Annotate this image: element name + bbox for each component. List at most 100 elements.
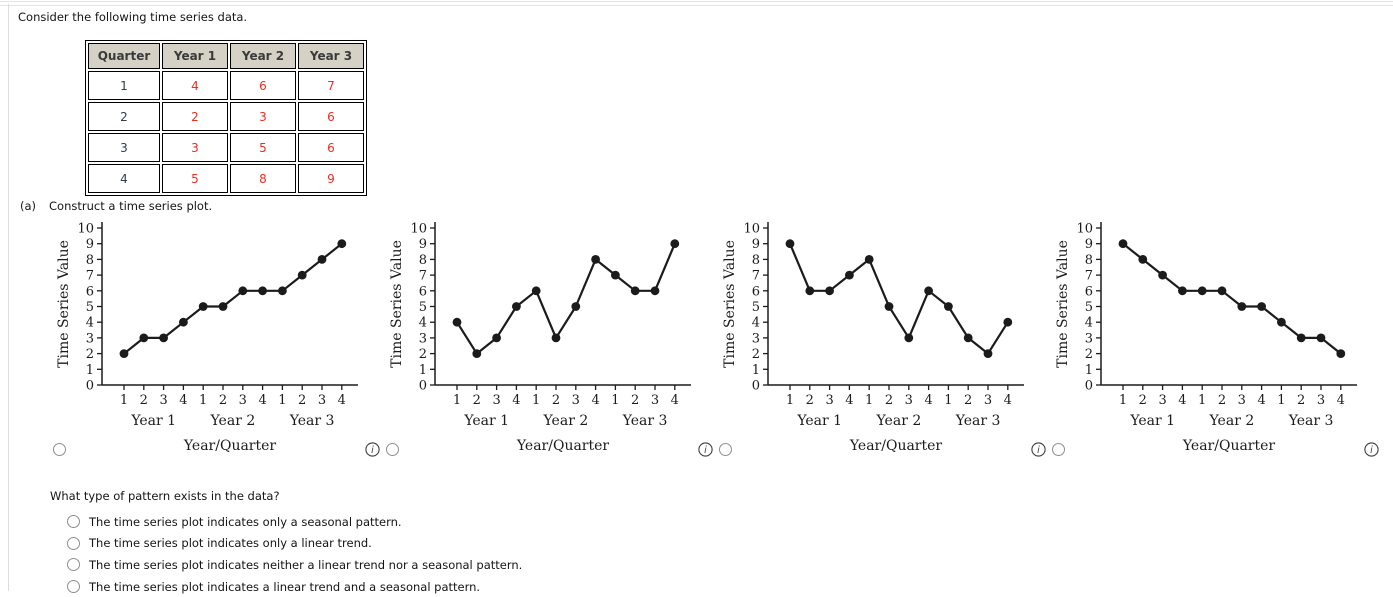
table-header-cell: Year 1 [162, 43, 228, 69]
x-axis-title: Year/Quarter [849, 438, 943, 454]
svg-text:2: 2 [86, 347, 94, 362]
svg-text:3: 3 [984, 393, 992, 408]
svg-text:1: 1 [1277, 393, 1285, 408]
svg-text:7: 7 [419, 269, 427, 284]
svg-text:2: 2 [631, 393, 639, 408]
svg-text:5: 5 [86, 300, 94, 315]
svg-text:1: 1 [419, 363, 427, 378]
svg-text:1: 1 [611, 393, 619, 408]
pattern-option-1: The time series plot indicates only a se… [67, 511, 522, 533]
pattern-option-radio-4[interactable] [67, 580, 80, 594]
svg-text:3: 3 [905, 393, 913, 408]
svg-text:4: 4 [1337, 393, 1345, 408]
quarter-cell: 3 [88, 133, 160, 162]
svg-text:Time Series Value: Time Series Value [722, 240, 738, 368]
svg-text:9: 9 [1085, 237, 1093, 252]
svg-text:2: 2 [1218, 393, 1226, 408]
svg-text:2: 2 [473, 393, 481, 408]
value-cell: 6 [230, 71, 296, 100]
svg-text:8: 8 [752, 253, 760, 268]
table-header-cell: Year 3 [298, 43, 364, 69]
svg-text:1: 1 [1198, 393, 1206, 408]
info-icon[interactable]: i [1031, 442, 1046, 457]
svg-text:2: 2 [885, 393, 893, 408]
svg-text:Year 3: Year 3 [955, 413, 1001, 429]
pattern-option-radio-2[interactable] [67, 536, 80, 550]
svg-text:3: 3 [419, 331, 427, 346]
svg-text:7: 7 [86, 269, 94, 284]
part-a-label: (a) [20, 199, 37, 213]
plot-option-radio-4[interactable] [1052, 443, 1065, 456]
x-axis-title: Year/Quarter [1182, 438, 1276, 454]
svg-text:2: 2 [1139, 393, 1147, 408]
info-icon[interactable]: i [365, 442, 380, 457]
svg-text:4: 4 [86, 316, 94, 331]
svg-text:10: 10 [77, 222, 94, 237]
info-icon[interactable]: i [698, 442, 713, 457]
svg-text:Time Series Value: Time Series Value [1055, 240, 1071, 368]
svg-text:1: 1 [1085, 363, 1093, 378]
svg-text:4: 4 [1004, 393, 1012, 408]
pattern-option-radio-1[interactable] [67, 515, 80, 529]
svg-text:2: 2 [552, 393, 560, 408]
svg-text:4: 4 [1178, 393, 1186, 408]
pattern-option-2: The time series plot indicates only a li… [67, 533, 522, 555]
svg-text:3: 3 [492, 393, 500, 408]
svg-text:3: 3 [318, 393, 326, 408]
pattern-option-radio-3[interactable] [67, 558, 80, 572]
svg-text:10: 10 [410, 222, 427, 237]
svg-text:0: 0 [86, 379, 94, 394]
plot-option-radio-3[interactable] [719, 443, 732, 456]
svg-text:i: i [704, 445, 707, 456]
value-cell: 7 [298, 71, 364, 100]
svg-text:8: 8 [419, 253, 427, 268]
plot-option-4: 0 1 2 3 4 5 6 7 8 9 10 1 2 3 4 1 2 3 4 1 2 3 4 Year 1 Year 2 Year… [1039, 216, 1379, 460]
svg-text:4: 4 [258, 393, 266, 408]
plot-option-3: 0 1 2 3 4 5 6 7 8 9 10 1 2 3 4 1 2 3 4 1 2 3 4 Year 1 Year 2 Year… [706, 216, 1046, 460]
svg-text:3: 3 [239, 393, 247, 408]
svg-text:1: 1 [120, 393, 128, 408]
svg-text:5: 5 [1085, 300, 1093, 315]
svg-text:3: 3 [159, 393, 167, 408]
pattern-option-label: The time series plot indicates only a li… [89, 536, 372, 551]
svg-text:5: 5 [419, 300, 427, 315]
svg-text:3: 3 [572, 393, 580, 408]
svg-text:Year 3: Year 3 [289, 413, 335, 429]
info-icon[interactable]: i [1364, 442, 1379, 457]
svg-text:4: 4 [591, 393, 599, 408]
svg-text:3: 3 [1238, 393, 1246, 408]
plot-option-2: 0 1 2 3 4 5 6 7 8 9 10 1 2 3 4 1 2 3 4 1 2 3 4 Year 1 Year 2 Year… [373, 216, 713, 460]
plot-option-footer: Year/Quarter i [1039, 432, 1379, 460]
svg-text:3: 3 [1158, 393, 1166, 408]
plot-option-radio-2[interactable] [386, 443, 399, 456]
x-axis-title: Year/Quarter [516, 438, 610, 454]
svg-text:2: 2 [752, 347, 760, 362]
svg-text:8: 8 [1085, 253, 1093, 268]
plot-option-radio-1[interactable] [53, 443, 66, 456]
svg-text:1: 1 [944, 393, 952, 408]
quarter-cell: 1 [88, 71, 160, 100]
svg-text:7: 7 [752, 269, 760, 284]
pattern-option-3: The time series plot indicates neither a… [67, 554, 522, 576]
question-intro-text: Consider the following time series data. [18, 10, 248, 24]
svg-text:2: 2 [219, 393, 227, 408]
svg-text:3: 3 [651, 393, 659, 408]
value-cell: 3 [162, 133, 228, 162]
svg-text:Year 3: Year 3 [622, 413, 668, 429]
svg-text:4: 4 [671, 393, 679, 408]
svg-text:9: 9 [419, 237, 427, 252]
svg-text:4: 4 [338, 393, 346, 408]
part-a-text: Construct a time series plot. [49, 199, 213, 213]
svg-text:1: 1 [199, 393, 207, 408]
svg-text:10: 10 [743, 222, 760, 237]
svg-text:2: 2 [806, 393, 814, 408]
svg-text:0: 0 [752, 379, 760, 394]
svg-text:2: 2 [140, 393, 148, 408]
svg-text:1: 1 [453, 393, 461, 408]
